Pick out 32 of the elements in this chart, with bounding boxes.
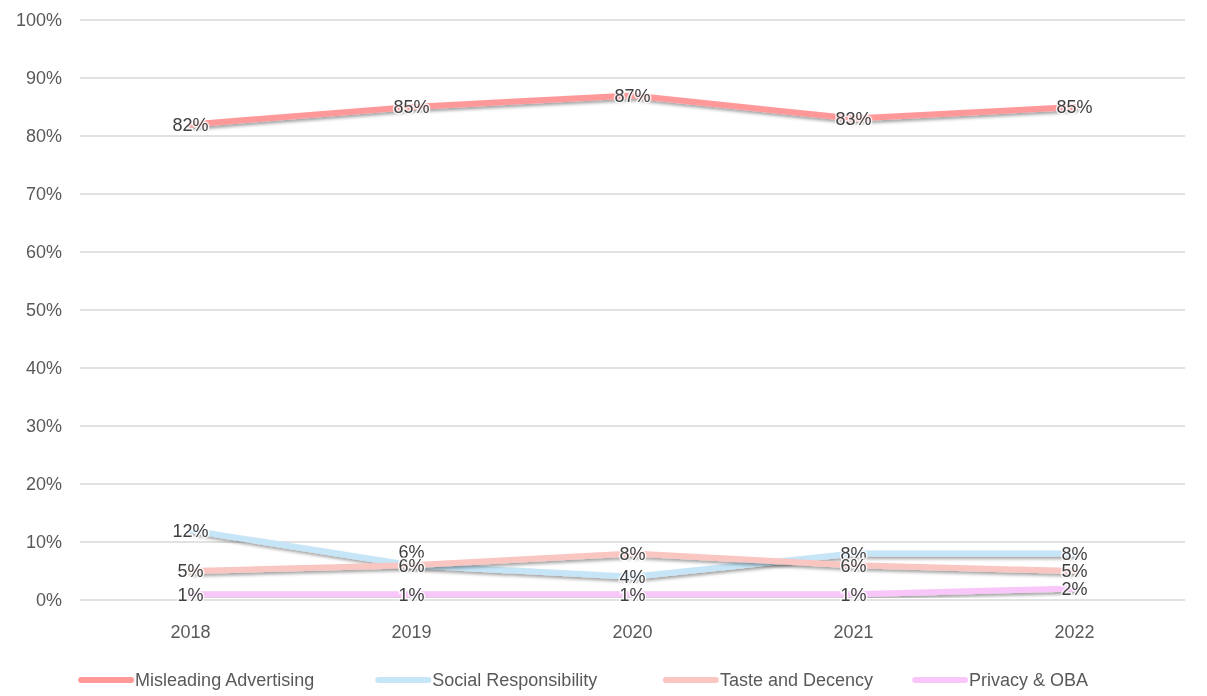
y-tick-label: 90% bbox=[25, 68, 62, 89]
y-tick-label: 10% bbox=[25, 532, 62, 553]
legend-label: Social Responsibility bbox=[432, 670, 598, 690]
legend-label: Taste and Decency bbox=[719, 670, 873, 690]
y-tick-label: 80% bbox=[25, 126, 62, 147]
data-label: 83% bbox=[835, 108, 872, 129]
data-label: 85% bbox=[393, 97, 430, 118]
y-tick-label: 50% bbox=[25, 300, 62, 321]
y-tick-label: 40% bbox=[25, 358, 62, 379]
y-tick-label: 20% bbox=[25, 474, 62, 495]
x-tick-label: 2020 bbox=[612, 622, 653, 642]
data-label: 1% bbox=[840, 584, 867, 605]
data-label: 85% bbox=[1056, 97, 1093, 118]
x-tick-label: 2019 bbox=[391, 622, 432, 642]
data-label: 5% bbox=[177, 561, 204, 582]
data-label: 82% bbox=[172, 114, 209, 135]
y-tick-label: 70% bbox=[25, 184, 62, 205]
legend-label: Misleading Advertising bbox=[135, 670, 315, 690]
x-tick-label: 2021 bbox=[833, 622, 874, 642]
legend-label: Privacy & OBA bbox=[969, 670, 1089, 690]
x-tick-label: 2018 bbox=[170, 622, 211, 642]
data-label: 8% bbox=[1061, 543, 1088, 564]
y-tick-label: 30% bbox=[25, 416, 62, 437]
data-label: 8% bbox=[619, 543, 646, 564]
y-tick-label: 100% bbox=[15, 10, 62, 31]
data-label: 12% bbox=[172, 520, 209, 541]
y-tick-label: 0% bbox=[35, 590, 62, 611]
y-tick-label: 60% bbox=[25, 242, 62, 263]
x-tick-label: 2022 bbox=[1054, 622, 1095, 642]
data-label: 1% bbox=[177, 584, 204, 605]
data-label: 1% bbox=[398, 584, 425, 605]
data-label: 87% bbox=[614, 85, 651, 106]
